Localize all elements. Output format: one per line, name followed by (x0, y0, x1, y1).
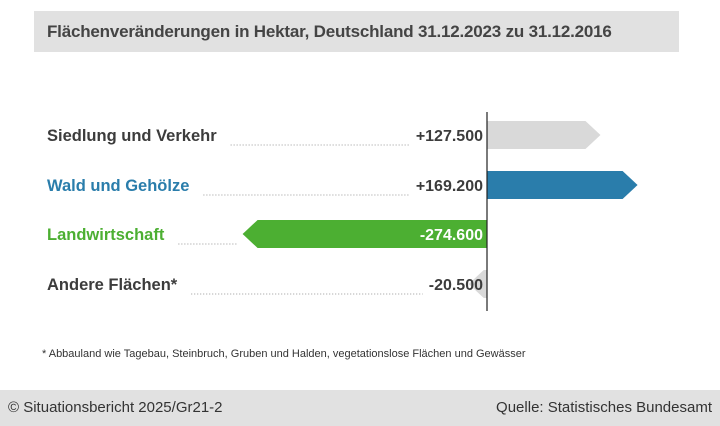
value-label: -20.500 (429, 277, 483, 294)
source: Quelle: Statistisches Bundesamt (496, 399, 712, 416)
category-label: Wald und Gehölze (47, 177, 189, 195)
value-label: +127.500 (416, 128, 483, 145)
chart-title: Flächenveränderungen in Hektar, Deutschl… (47, 22, 612, 41)
footer: © Situationsbericht 2025/Gr21-2 Quelle: … (0, 390, 720, 426)
title-bar: Flächenveränderungen in Hektar, Deutschl… (34, 11, 679, 52)
bar-arrow (468, 270, 487, 298)
value-label: -274.600 (420, 227, 483, 244)
category-label: Andere Flächen* (47, 276, 178, 294)
chart-area: Siedlung und Verkehr +127.500 Wald und Geh… (47, 112, 638, 311)
bar-arrow (487, 121, 601, 149)
value-label: +169.200 (416, 178, 483, 195)
bar-arrow (242, 220, 487, 248)
copyright: © Situationsbericht 2025/Gr21-2 (8, 399, 223, 416)
category-label: Siedlung und Verkehr (47, 127, 217, 145)
bar-arrow (487, 171, 638, 199)
category-label: Landwirtschaft (47, 226, 165, 244)
footnote: * Abbauland wie Tagebau, Steinbruch, Gru… (42, 348, 526, 360)
